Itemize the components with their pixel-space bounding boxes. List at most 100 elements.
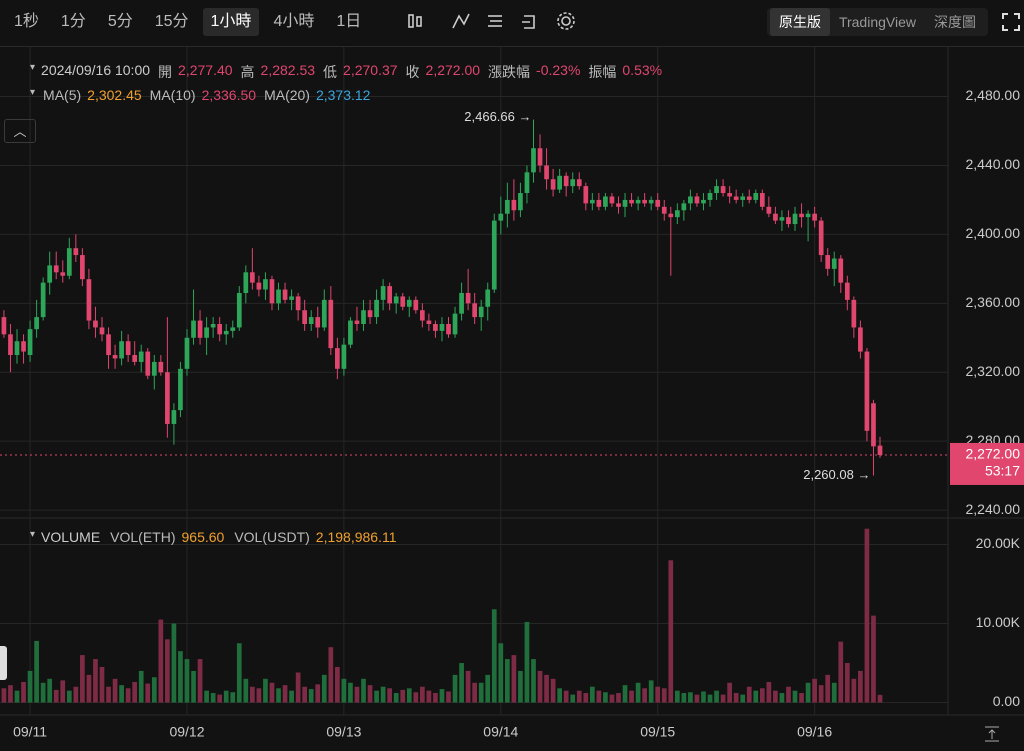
- candle-body: [387, 286, 393, 304]
- volume-bar: [452, 674, 458, 703]
- volume-bar: [674, 690, 680, 703]
- volume-bar: [609, 694, 615, 703]
- volume-value: 965.60: [181, 529, 225, 545]
- volume-bar: [504, 659, 510, 703]
- volume-bar: [263, 678, 268, 703]
- candle-body: [256, 282, 262, 290]
- volume-bar: [328, 647, 334, 703]
- volume-bar: [14, 690, 20, 703]
- volume-bar: [217, 694, 223, 703]
- volume-bar: [204, 690, 209, 703]
- candle-body: [838, 258, 844, 283]
- candle-body: [197, 320, 203, 338]
- candle-body: [766, 206, 772, 214]
- candle-body: [818, 220, 824, 256]
- candle-body: [73, 248, 79, 256]
- volume-bar: [341, 678, 347, 703]
- volume-bar: [367, 685, 373, 703]
- volume-bar: [773, 690, 778, 703]
- volume-bar: [753, 690, 759, 703]
- fullscreen-icon[interactable]: [1001, 12, 1021, 32]
- candle-body: [452, 313, 458, 335]
- interval-button[interactable]: 5分: [107, 13, 133, 30]
- info-value: 2,272.00: [425, 62, 481, 78]
- y-tick-label: 2,360.00: [966, 294, 1021, 310]
- interval-button[interactable]: 1秒: [14, 13, 39, 30]
- candle-body: [34, 317, 39, 330]
- candle-body: [557, 175, 563, 190]
- candle-body: [563, 175, 569, 187]
- volume-bar: [485, 674, 491, 703]
- interval-button[interactable]: 15分: [154, 13, 189, 30]
- scroll-end-icon[interactable]: [985, 726, 999, 742]
- toolbar-icons: [408, 12, 575, 30]
- volume-bar: [472, 682, 478, 703]
- volume-bar: [864, 528, 870, 703]
- volume-bar: [27, 670, 33, 703]
- candle-body: [106, 334, 111, 356]
- volume-bar: [642, 688, 647, 703]
- candle-body: [733, 196, 739, 200]
- x-tick-label: 09/13: [326, 724, 361, 740]
- interval-button[interactable]: 1小時: [202, 8, 260, 36]
- volume-info: ▾ VOLUME VOL(ETH) 965.60 VOL(USDT) 2,198,986.…: [30, 529, 397, 545]
- side-tab[interactable]: [0, 646, 7, 680]
- candle-body: [478, 306, 484, 318]
- view-option[interactable]: 深度圖: [934, 14, 976, 30]
- candle-body: [66, 248, 72, 276]
- icon-compare[interactable]: [522, 15, 535, 29]
- volume-bar: [171, 623, 177, 703]
- candle-body: [40, 282, 46, 318]
- volume-bar: [47, 678, 53, 703]
- volume-bar: [714, 690, 719, 703]
- candle-body: [393, 296, 399, 304]
- volume-bar: [243, 678, 249, 703]
- candle-body: [759, 193, 765, 207]
- volume-bar: [524, 621, 530, 703]
- candle-body: [112, 355, 118, 359]
- volume-bar: [799, 693, 804, 703]
- icon-settings[interactable]: [561, 16, 571, 26]
- volume-bar: [302, 686, 308, 703]
- candle-body: [348, 320, 353, 345]
- volume-bar: [465, 670, 471, 703]
- ma-label: MA(10): [149, 87, 196, 103]
- volume-bar: [681, 693, 687, 703]
- candle-body: [609, 196, 615, 204]
- volume-bar: [583, 693, 589, 703]
- volume-bar: [838, 641, 844, 703]
- icon-candle[interactable]: [408, 14, 414, 28]
- volume-bar: [321, 674, 327, 703]
- candle-body: [419, 310, 425, 321]
- volume-bar: [230, 692, 236, 703]
- interval-button[interactable]: 4小時: [273, 13, 315, 30]
- interval-button[interactable]: 1分: [60, 13, 86, 30]
- ma-value: 2,373.12: [315, 87, 371, 103]
- volume-bar: [426, 690, 432, 703]
- collapse-button[interactable]: ︿: [4, 119, 36, 143]
- x-tick-label: 09/14: [483, 724, 518, 740]
- view-option[interactable]: 原生版: [769, 8, 830, 36]
- volume-bar: [766, 681, 772, 703]
- view-option[interactable]: TradingView: [838, 14, 916, 30]
- candle-body: [635, 199, 641, 204]
- candle-body: [178, 368, 183, 411]
- view-switch: 原生版 TradingView 深度圖: [766, 8, 988, 36]
- interval-button[interactable]: 1日: [336, 13, 362, 30]
- volume-bar: [805, 682, 811, 703]
- icon-indicator[interactable]: [452, 13, 470, 29]
- candle-body: [138, 351, 144, 362]
- candle-body: [864, 351, 870, 431]
- candle-body: [851, 299, 857, 328]
- volume-bar: [759, 688, 765, 703]
- volume-bar: [178, 651, 183, 703]
- candle-body: [158, 361, 164, 373]
- candle-body: [792, 213, 798, 225]
- toolbar: 原生版 TradingView 深度圖 1秒 1分 5分 15分 1小時 4小時 1日: [0, 0, 1024, 47]
- volume-bar: [165, 639, 170, 703]
- min-label: 2,260.08 →: [803, 467, 870, 482]
- volume-bar: [831, 682, 837, 703]
- info-time: 2024/09/16 10:00: [41, 62, 151, 78]
- candle-body: [217, 323, 223, 335]
